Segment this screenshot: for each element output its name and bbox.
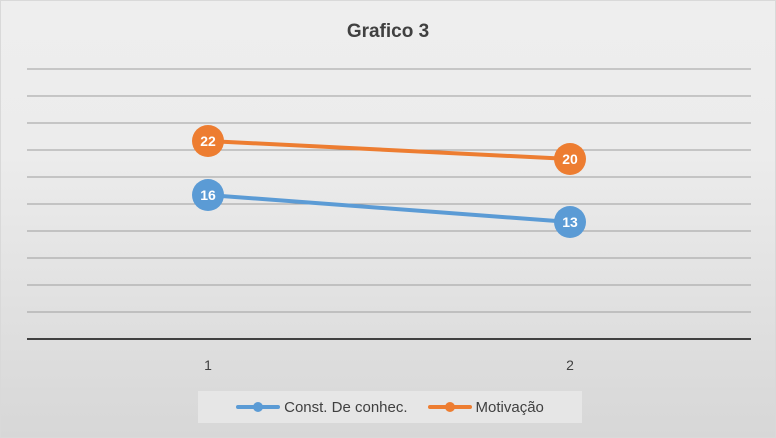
legend-marker-series-1 (427, 402, 472, 412)
data-label: 22 (200, 133, 216, 149)
series-group: 16 13 22 20 (192, 125, 586, 238)
data-point (554, 206, 586, 238)
legend-label-series-1: Motivação (475, 398, 544, 416)
x-tick-label: 2 (566, 357, 574, 373)
x-tick-label: 1 (204, 357, 212, 373)
legend-item-series-0: Const. De conhec. (236, 398, 408, 416)
data-label: 13 (562, 214, 578, 230)
legend-item-series-1: Motivação (427, 398, 544, 416)
legend-label-series-0: Const. De conhec. (284, 398, 408, 416)
data-point (554, 143, 586, 175)
gridlines (27, 68, 751, 313)
legend: Const. De conhec. Motivação (198, 391, 582, 423)
data-label: 16 (200, 187, 216, 203)
series-line-1 (206, 139, 572, 161)
data-point (192, 179, 224, 211)
series-line-0 (206, 193, 572, 224)
data-point (192, 125, 224, 157)
chart-title: Grafico 3 (346, 21, 430, 42)
data-label: 20 (562, 151, 578, 167)
legend-marker-series-0 (236, 402, 281, 412)
